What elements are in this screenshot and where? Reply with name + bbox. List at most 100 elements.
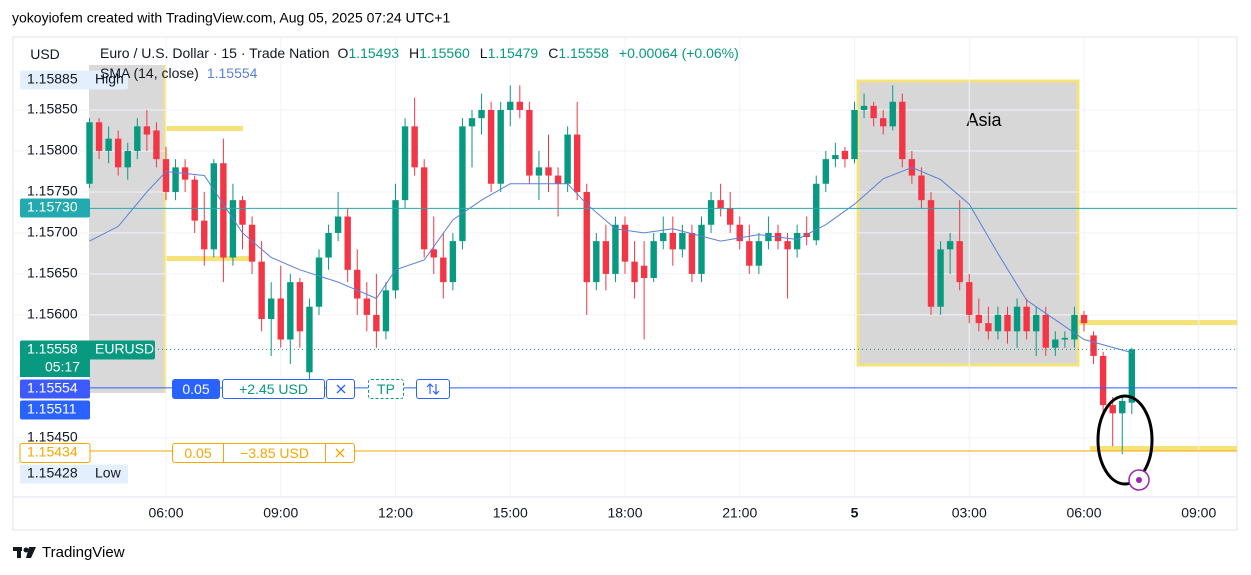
candle-body <box>927 200 935 307</box>
candle-body <box>134 126 141 151</box>
indicator-legend: SMA (14, close) 1.15554 <box>100 65 257 81</box>
currency-label[interactable]: USD <box>30 46 60 62</box>
candle-body <box>516 101 524 110</box>
order-qty[interactable]: 0.05 <box>172 379 220 399</box>
x-tick-label: 03:00 <box>952 505 987 521</box>
candle-body <box>717 200 724 209</box>
candle-body <box>535 167 543 176</box>
reverse-icon <box>426 383 440 395</box>
x-tick-label: 06:00 <box>148 505 183 521</box>
order-pnl[interactable]: +2.45 USD <box>222 379 325 399</box>
candle-body <box>573 134 581 192</box>
candle-body <box>669 232 677 250</box>
candle-body <box>373 314 380 332</box>
highlight-ellipse <box>1096 394 1154 486</box>
logo-part <box>23 547 29 553</box>
price-tag-box <box>88 464 128 484</box>
candle-body <box>621 224 629 262</box>
change: +0.00064 (+0.06%) <box>618 45 739 61</box>
candle-body <box>487 109 495 184</box>
candle-body <box>602 241 610 274</box>
price-label-box <box>19 443 91 463</box>
close-icon <box>336 384 345 394</box>
candle-body <box>564 134 571 184</box>
candle-body <box>162 159 170 192</box>
stop-qty[interactable]: 0.05 <box>172 443 224 463</box>
y-tick-label: 1.15800 <box>27 142 78 158</box>
candle-body <box>879 118 887 127</box>
candle-body <box>956 241 963 283</box>
candle-body <box>220 163 227 258</box>
candle-body <box>440 257 447 283</box>
candle-body <box>277 298 284 340</box>
candle-body <box>287 282 294 340</box>
candle-body <box>946 241 954 250</box>
candle-body <box>966 282 973 315</box>
tp-button[interactable]: TP <box>368 379 404 399</box>
candle-body <box>1119 401 1126 414</box>
close-icon <box>335 448 345 458</box>
candle-body <box>918 175 925 201</box>
candle-body <box>296 282 304 332</box>
ohlc-value: 1.15493 <box>348 45 400 61</box>
x-tick-label: 15:00 <box>493 505 528 521</box>
ohlc-item: C1.15558 <box>548 45 609 61</box>
y-tick-label: 1.15450 <box>27 429 78 445</box>
candle-body <box>851 109 858 160</box>
ohlc-value: 1.15560 <box>419 45 470 61</box>
x-tick-label: 06:00 <box>1066 505 1101 521</box>
candle-body <box>813 183 820 241</box>
candle-body <box>1004 314 1011 332</box>
x-tick-label: 09:00 <box>1181 505 1216 521</box>
price-label: 1.15885 <box>27 71 78 87</box>
price-tag: High <box>95 71 124 87</box>
candle-body <box>765 232 772 242</box>
ohlc: O1.15493 H1.15560 L1.15479 C1.15558 +0.0… <box>338 45 739 61</box>
candle-body <box>707 200 715 225</box>
candle-body <box>143 126 151 135</box>
y-tick-label: 1.15750 <box>27 183 78 199</box>
candle-body <box>1042 314 1049 348</box>
ohlc-value: 1.15479 <box>487 45 539 61</box>
close-order[interactable] <box>326 379 355 399</box>
candle-body <box>401 126 409 201</box>
candle-body <box>468 118 476 127</box>
candle-body <box>334 216 342 233</box>
candle-body <box>726 208 734 225</box>
logo-text: TradingView <box>42 544 125 561</box>
candle-body <box>793 232 801 250</box>
candle-body <box>306 306 313 373</box>
candle-body <box>392 200 399 291</box>
countdown-box <box>20 359 90 377</box>
candle-body <box>344 216 351 270</box>
candle-body <box>354 269 361 299</box>
level-bar <box>1090 446 1237 451</box>
candle-body <box>478 109 485 119</box>
ohlc-key: L <box>479 45 488 61</box>
reverse-button[interactable] <box>416 379 450 399</box>
candle-body <box>153 130 160 160</box>
candle-body <box>382 290 390 332</box>
y-tick-label: 1.15850 <box>27 101 78 117</box>
candle-body <box>248 224 256 262</box>
candle-body <box>86 122 93 184</box>
close-stop[interactable] <box>325 443 355 463</box>
candle-body <box>363 298 371 315</box>
price-label: 1.15428 <box>27 465 78 481</box>
candle-body <box>95 122 103 151</box>
candle-body <box>114 138 122 168</box>
price-label-box <box>20 379 90 399</box>
asia-box <box>856 79 1080 367</box>
candle-body <box>191 179 198 221</box>
candle-body <box>899 101 906 160</box>
x-tick-label: 5 <box>851 505 859 521</box>
stop-pnl[interactable]: −3.85 USD <box>223 443 326 463</box>
candle-body <box>449 241 457 283</box>
candle-body <box>1052 339 1059 348</box>
close-glyph <box>336 384 345 394</box>
candle-body <box>688 232 696 274</box>
price-label-box <box>20 340 155 360</box>
candle-body <box>650 241 657 279</box>
candle-body <box>860 105 868 110</box>
